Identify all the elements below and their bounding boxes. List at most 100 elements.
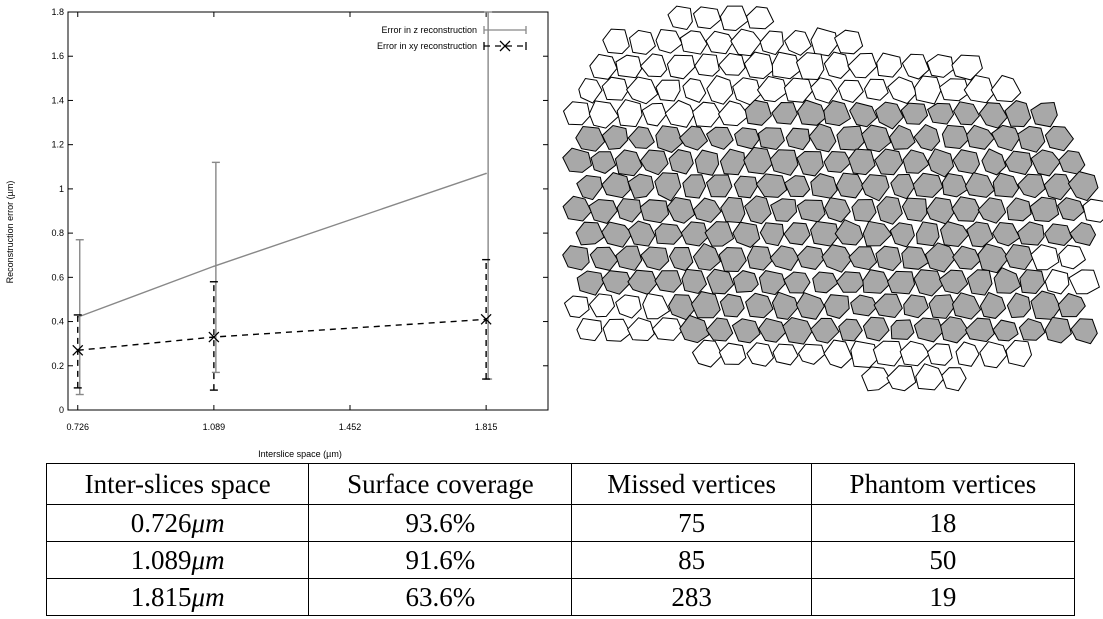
cell-polygon xyxy=(810,27,839,57)
cell-polygon xyxy=(927,148,955,178)
table-row: 1.815μm 63.6% 283 19 xyxy=(45,578,1076,616)
cell-polygon xyxy=(874,101,904,130)
cell-polygon xyxy=(602,28,630,55)
cell-polygon xyxy=(563,295,590,319)
cell-polygon xyxy=(863,78,889,101)
cell-polygon xyxy=(601,124,629,150)
cell-polygon xyxy=(615,54,643,79)
cell-polygon xyxy=(874,148,904,176)
cell-polygon xyxy=(758,270,786,296)
cell-polygon xyxy=(1067,171,1099,202)
cell-polygon xyxy=(835,271,865,293)
cell-polygon xyxy=(861,174,890,202)
cell-polygon xyxy=(678,125,709,151)
cell-polygon xyxy=(979,341,1008,369)
cell-polygon xyxy=(1082,198,1103,223)
chart-axes: 0 0.2 0.4 0.6 0.8 1 1.2 1.4 1.6 1.8 0.726 1.089 1.45… xyxy=(51,7,549,432)
cell-missed: 283 xyxy=(571,578,812,616)
cell-polygon xyxy=(1043,173,1072,201)
cell-polygon xyxy=(924,242,956,273)
cell-polygon xyxy=(744,195,772,225)
cell-missed: 85 xyxy=(571,541,812,579)
cell-polygon xyxy=(823,51,850,79)
cell-missed: 75 xyxy=(571,504,812,542)
cell-polygon xyxy=(915,363,945,391)
cell-polygon xyxy=(872,340,904,367)
cell-polygon xyxy=(889,222,915,248)
cell-polygon xyxy=(771,51,802,80)
cell-polygon xyxy=(1017,173,1046,199)
cell-polygon xyxy=(1019,269,1046,295)
cell-space: 1.089μm xyxy=(45,541,310,579)
cell-polygon xyxy=(823,339,853,369)
cell-polygon xyxy=(562,101,591,126)
cell-polygon xyxy=(977,243,1010,274)
cell-polygon xyxy=(743,51,775,80)
cell-polygon xyxy=(639,53,668,78)
cell-polygon xyxy=(926,102,955,125)
data-point-marker xyxy=(72,344,84,356)
data-point xyxy=(213,265,215,268)
table-row: 1.089μm 91.6% 85 50 xyxy=(45,541,1076,579)
cell-polygon xyxy=(588,293,616,318)
cell-polygon xyxy=(991,124,1021,152)
cell-polygon xyxy=(979,291,1007,319)
cell-polygon xyxy=(771,101,798,125)
cell-polygon xyxy=(625,76,659,105)
cell-polygon xyxy=(1004,150,1033,176)
cell-polygon xyxy=(1058,150,1086,175)
cell-polygon xyxy=(746,245,773,271)
cell-polygon xyxy=(862,269,891,294)
cell-polygon xyxy=(796,99,827,126)
cell-polygon xyxy=(692,6,722,30)
cell-polygon xyxy=(964,172,996,198)
cell-polygon xyxy=(900,102,929,125)
cell-polygon xyxy=(809,220,840,247)
cell-polygon xyxy=(953,101,981,126)
cell-polygon xyxy=(1017,221,1045,246)
cell-polygon xyxy=(575,125,606,152)
y-tick-label: 0.2 xyxy=(51,361,64,371)
cell-polygon xyxy=(705,317,734,342)
cell-phantom: 50 xyxy=(810,541,1076,579)
cell-polygon xyxy=(745,6,775,30)
cell-polygon xyxy=(719,5,749,32)
cell-polygon xyxy=(772,343,799,366)
cell-polygon xyxy=(847,52,878,79)
cell-polygon xyxy=(692,101,722,128)
cell-polygon xyxy=(901,197,928,222)
cell-polygon xyxy=(640,246,670,271)
cell-polygon xyxy=(941,124,970,150)
cell-polygon xyxy=(1030,244,1060,271)
cell-polygon xyxy=(783,271,811,294)
cell-polygon xyxy=(810,173,838,199)
cell-phantom: 19 xyxy=(810,578,1076,616)
cell-polygon xyxy=(939,221,970,248)
chart-legend: Error in z reconstruction Error in xy rec… xyxy=(377,25,527,52)
cell-polygon xyxy=(589,246,619,271)
cell-polygon xyxy=(1069,221,1097,246)
cell-polygon xyxy=(1018,318,1046,341)
cell-polygon xyxy=(823,294,850,319)
reconstruction-error-chart: 0 0.2 0.4 0.6 0.8 1 1.2 1.4 1.6 1.8 0.726 1.089 1.45… xyxy=(5,7,549,459)
cell-polygon xyxy=(981,148,1007,176)
cell-polygon xyxy=(1057,197,1085,222)
cell-polygon xyxy=(1017,125,1046,153)
cell-polygon xyxy=(730,28,762,57)
cell-polygon xyxy=(1029,196,1060,223)
cell-polygon xyxy=(783,175,811,198)
cell-polygon xyxy=(795,52,825,81)
header-missed-vertices: Missed vertices xyxy=(571,463,812,505)
cell-polygon xyxy=(966,221,994,248)
cell-polygon xyxy=(719,293,745,318)
cell-polygon xyxy=(758,317,787,343)
cell-polygon xyxy=(1006,292,1032,319)
x-tick-label: 1.815 xyxy=(475,422,498,432)
cell-polygon xyxy=(966,269,993,296)
cell-polygon xyxy=(719,148,746,176)
cell-polygon xyxy=(706,268,735,295)
cell-polygon xyxy=(848,246,878,271)
cell-polygon xyxy=(667,5,693,31)
cell-polygon xyxy=(836,125,865,151)
cell-polygon xyxy=(861,366,892,392)
